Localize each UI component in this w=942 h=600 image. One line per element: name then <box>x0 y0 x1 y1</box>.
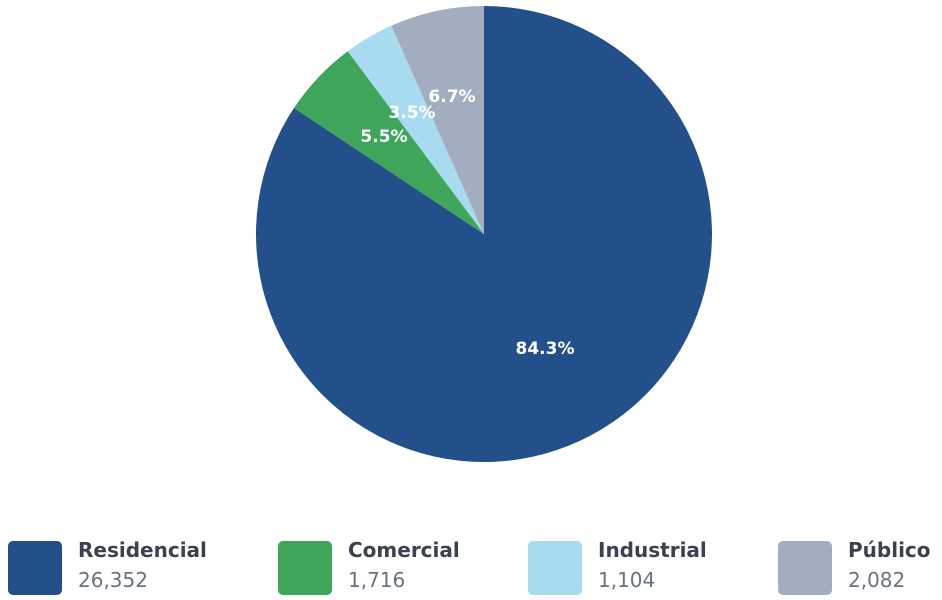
slice-percent-label: 84.3% <box>516 339 575 359</box>
legend-label-publico: Público <box>848 538 931 562</box>
legend-swatch-residencial <box>8 541 62 595</box>
pie-slice-pblico[interactable] <box>391 6 484 234</box>
pie-slice-residencial[interactable] <box>255 6 712 462</box>
legend-label-comercial: Comercial <box>348 538 460 562</box>
legend-swatch-publico <box>778 541 832 595</box>
legend-swatch-industrial <box>528 541 582 595</box>
slice-percent-label: 5.5% <box>360 127 407 147</box>
legend-value-industrial: 1,104 <box>598 568 656 592</box>
slice-percent-label: 3.5% <box>388 103 435 123</box>
slice-percent-label: 6.7% <box>428 87 475 107</box>
legend-value-residencial: 26,352 <box>78 568 148 592</box>
legend-label-industrial: Industrial <box>598 538 707 562</box>
pie-slice-comercial[interactable] <box>293 51 484 234</box>
legend-value-publico: 2,082 <box>848 568 906 592</box>
legend: Residencial 26,352 Comercial 1,716 Indus… <box>8 538 942 598</box>
legend-swatch-comercial <box>278 541 332 595</box>
legend-label-residencial: Residencial <box>78 538 207 562</box>
pie-slice-industrial[interactable] <box>347 25 484 235</box>
legend-value-comercial: 1,716 <box>348 568 406 592</box>
pie-chart: 84.3% 5.5% 3.5%6.7% <box>255 6 712 462</box>
